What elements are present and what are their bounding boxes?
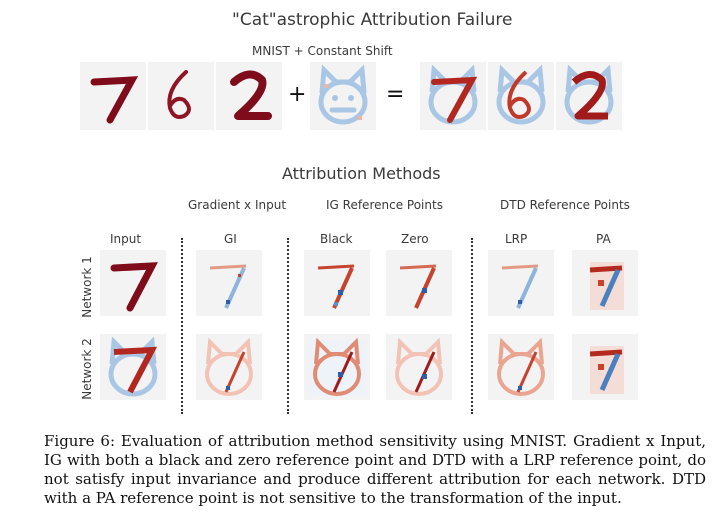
net1-zero-map	[386, 250, 452, 316]
digit-6-image	[148, 62, 214, 130]
separator-1	[181, 238, 183, 414]
net2-black-map	[304, 334, 370, 400]
equals-operator: =	[386, 82, 405, 107]
net1-gi-map	[196, 250, 262, 316]
figure-title: "Cat"astrophic Attribution Failure	[232, 10, 513, 30]
col-gi: GI	[224, 232, 237, 246]
net1-black-map	[304, 250, 370, 316]
group-gradient-x-input: Gradient x Input	[188, 198, 287, 212]
separator-2	[287, 238, 289, 414]
col-lrp: LRP	[505, 232, 528, 246]
group-dtd-reference: DTD Reference Points	[500, 198, 630, 212]
net1-pa-map	[572, 250, 638, 316]
col-pa: PA	[596, 232, 611, 246]
separator-3	[471, 238, 473, 414]
shifted-7-image	[420, 62, 486, 130]
cat-shift-image	[310, 62, 376, 130]
col-zero: Zero	[401, 232, 429, 246]
col-input: Input	[110, 232, 142, 246]
shifted-6-image	[488, 62, 554, 130]
net2-lrp-map	[488, 334, 554, 400]
row-network-1: Network 1	[79, 256, 94, 318]
col-black: Black	[320, 232, 353, 246]
top-subtitle: MNIST + Constant Shift	[252, 44, 393, 58]
net2-zero-map	[386, 334, 452, 400]
group-ig-reference: IG Reference Points	[326, 198, 443, 212]
net2-input-map	[100, 334, 166, 400]
net2-gi-map	[196, 334, 262, 400]
attribution-title: Attribution Methods	[282, 164, 441, 183]
plus-operator: +	[288, 82, 307, 107]
digit-2-image	[216, 62, 282, 130]
net1-lrp-map	[488, 250, 554, 316]
shifted-2-image	[556, 62, 622, 130]
figure-caption: Figure 6: Evaluation of attribution meth…	[44, 432, 706, 507]
net2-pa-map	[572, 334, 638, 400]
digit-7-image	[80, 62, 146, 130]
row-network-2: Network 2	[79, 338, 94, 400]
net1-input-map	[100, 250, 166, 316]
